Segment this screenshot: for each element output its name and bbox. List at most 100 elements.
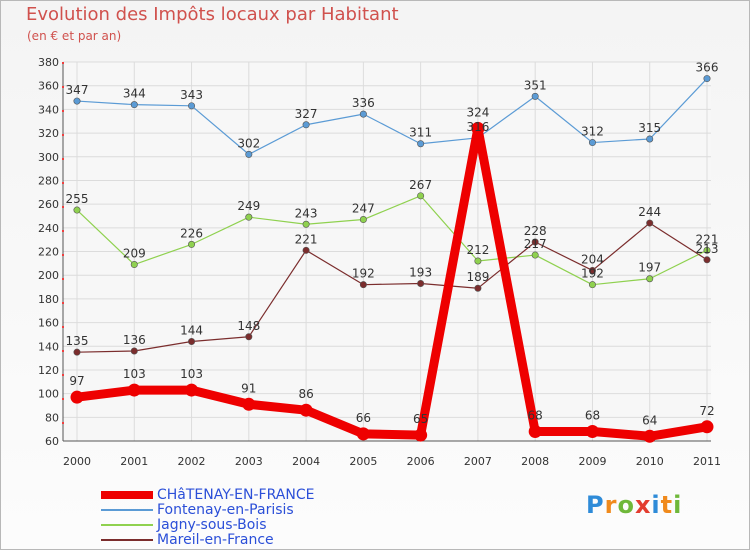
data-point-jagny-sous-bois — [703, 246, 711, 254]
x-tick-label: 2008 — [521, 455, 549, 468]
data-point-mareil-en-france — [359, 281, 367, 289]
data-label-jagny-sous-bois: 226 — [180, 226, 203, 240]
y-tick-label: 220 — [38, 246, 59, 259]
data-point-jagny-sous-bois — [417, 192, 425, 200]
data-point-jagny-sous-bois — [646, 275, 654, 283]
data-label-mareil-en-france: 193 — [409, 265, 432, 279]
data-label-mareil-en-france: 221 — [295, 232, 318, 246]
x-tick-label: 2000 — [63, 455, 91, 468]
y-tick-label: 180 — [38, 293, 59, 306]
y-tick-label: 300 — [38, 151, 59, 164]
data-point-ch-tenay-en-france — [127, 383, 141, 397]
data-label-mareil-en-france: 244 — [638, 205, 661, 219]
data-point-jagny-sous-bois — [588, 281, 596, 289]
data-label-fontenay-en-parisis: 366 — [696, 61, 719, 75]
data-label-ch-tenay-en-france: 64 — [642, 413, 657, 427]
data-point-mareil-en-france — [245, 333, 253, 341]
data-point-mareil-en-france — [703, 256, 711, 264]
data-label-jagny-sous-bois: 197 — [638, 261, 661, 275]
data-point-ch-tenay-en-france — [528, 425, 542, 439]
data-point-jagny-sous-bois — [130, 261, 138, 269]
legend-item-mareil: Mareil-en-France — [101, 532, 274, 548]
data-label-jagny-sous-bois: 192 — [581, 267, 604, 281]
y-tick-label: 260 — [38, 198, 59, 211]
data-label-fontenay-en-parisis: 336 — [352, 96, 375, 110]
data-point-mareil-en-france — [130, 347, 138, 355]
legend-swatch-mareil — [101, 539, 153, 541]
data-point-ch-tenay-en-france — [242, 397, 256, 411]
data-label-fontenay-en-parisis: 312 — [581, 125, 604, 139]
data-label-mareil-en-france: 189 — [466, 270, 489, 284]
legend-swatch-fontenay — [101, 509, 153, 511]
data-label-ch-tenay-en-france: 66 — [356, 411, 371, 425]
data-point-fontenay-en-parisis — [188, 102, 196, 110]
legend-label-jagny: Jagny-sous-Bois — [157, 517, 267, 533]
data-point-fontenay-en-parisis — [130, 101, 138, 109]
series-line-jagny-sous-bois — [76, 195, 708, 286]
data-point-fontenay-en-parisis — [359, 110, 367, 118]
legend-label-fontenay: Fontenay-en-Parisis — [157, 502, 294, 518]
x-tick-label: 2005 — [349, 455, 377, 468]
series-line-fontenay-en-parisis — [76, 77, 708, 155]
data-point-ch-tenay-en-france — [471, 121, 485, 135]
y-tick-label: 80 — [45, 411, 59, 424]
logo-letter: o — [617, 491, 635, 519]
y-tick-label: 200 — [38, 269, 59, 282]
data-label-jagny-sous-bois: 247 — [352, 202, 375, 216]
data-label-mareil-en-france: 204 — [581, 252, 604, 266]
y-tick-label: 140 — [38, 340, 59, 353]
data-label-fontenay-en-parisis: 343 — [180, 88, 203, 102]
data-point-mareil-en-france — [646, 219, 654, 227]
series-line-ch-tenay-en-france — [72, 123, 712, 441]
data-label-fontenay-en-parisis: 344 — [123, 87, 146, 101]
data-label-ch-tenay-en-france: 68 — [528, 409, 543, 423]
legend-item-jagny: Jagny-sous-Bois — [101, 517, 267, 533]
data-label-jagny-sous-bois: 221 — [696, 232, 719, 246]
y-tick-label: 60 — [45, 435, 59, 448]
data-label-jagny-sous-bois: 217 — [524, 237, 547, 251]
data-label-jagny-sous-bois: 255 — [66, 192, 89, 206]
data-point-jagny-sous-bois — [245, 213, 253, 221]
data-point-mareil-en-france — [188, 338, 196, 346]
logo-letter: x — [634, 491, 652, 519]
data-label-ch-tenay-en-france: 103 — [123, 367, 146, 381]
y-tick-label: 380 — [38, 56, 59, 69]
data-point-fontenay-en-parisis — [73, 97, 81, 105]
data-label-fontenay-en-parisis: 311 — [409, 126, 432, 140]
data-point-fontenay-en-parisis — [531, 92, 539, 100]
data-point-mareil-en-france — [417, 279, 425, 287]
data-point-ch-tenay-en-france — [70, 390, 84, 404]
data-label-ch-tenay-en-france: 97 — [69, 374, 84, 388]
logo-letter: r — [604, 491, 618, 519]
data-point-jagny-sous-bois — [474, 257, 482, 265]
data-point-ch-tenay-en-france — [643, 429, 657, 443]
y-tick-label: 160 — [38, 317, 59, 330]
data-point-mareil-en-france — [474, 284, 482, 292]
data-label-mareil-en-france: 228 — [524, 224, 547, 238]
x-tick-label: 2002 — [178, 455, 206, 468]
y-tick-label: 280 — [38, 174, 59, 187]
series-line-mareil-en-france — [76, 222, 708, 353]
data-point-mareil-en-france — [73, 348, 81, 356]
y-tick-label: 340 — [38, 103, 59, 116]
logo-letter: P — [586, 491, 605, 519]
data-point-mareil-en-france — [302, 246, 310, 254]
y-tick-label: 240 — [38, 222, 59, 235]
data-label-fontenay-en-parisis: 316 — [466, 120, 489, 134]
data-label-fontenay-en-parisis: 351 — [524, 78, 547, 92]
data-label-jagny-sous-bois: 209 — [123, 247, 146, 261]
data-point-ch-tenay-en-france — [700, 420, 714, 434]
x-tick-label: 2009 — [578, 455, 606, 468]
chart-title: Evolution des Impôts locaux par Habitant — [26, 4, 399, 25]
data-label-fontenay-en-parisis: 315 — [638, 121, 661, 135]
data-point-jagny-sous-bois — [359, 216, 367, 224]
x-tick-label: 2010 — [636, 455, 664, 468]
data-point-jagny-sous-bois — [302, 220, 310, 228]
y-tick-label: 120 — [38, 364, 59, 377]
data-point-fontenay-en-parisis — [588, 139, 596, 147]
x-tick-label: 2011 — [693, 455, 721, 468]
legend-label-chatenay: CHâTENAY-EN-FRANCE — [157, 487, 315, 503]
legend-label-mareil: Mareil-en-France — [157, 532, 274, 548]
